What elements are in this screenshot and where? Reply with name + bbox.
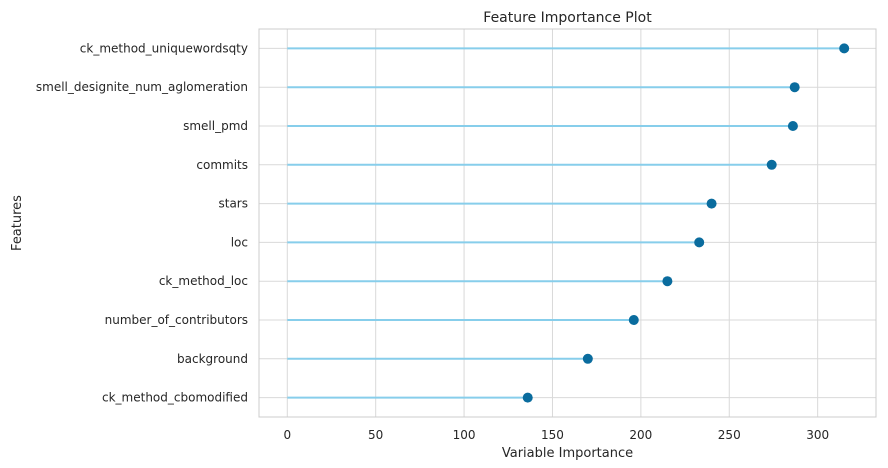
stem-layer	[287, 47, 845, 399]
x-tick-label: 250	[718, 428, 741, 442]
lollipop-marker	[582, 353, 593, 364]
lollipop-marker	[694, 237, 705, 248]
y-axis-title: Features	[10, 195, 25, 251]
x-tick-label: 200	[629, 428, 652, 442]
lollipop-marker	[522, 392, 533, 403]
y-tick-label: smell_pmd	[183, 119, 248, 133]
x-tick-labels: 0 50 100 150 200 250 300	[283, 428, 829, 442]
y-tick-label: stars	[219, 197, 249, 211]
lollipop-marker	[706, 198, 717, 209]
y-tick-label: ck_method_uniquewordsqty	[80, 41, 248, 55]
lollipop-marker	[787, 121, 798, 131]
marker-layer	[522, 43, 850, 403]
lollipop-marker	[839, 43, 850, 54]
x-tick-label: 0	[283, 428, 291, 442]
y-tick-label: ck_method_cbomodified	[102, 391, 248, 405]
lollipop-marker	[628, 315, 639, 325]
y-tick-label: background	[177, 352, 248, 366]
y-tick-labels: ck_method_uniquewordsqty smell_designite_…	[36, 41, 248, 404]
chart-title: Feature Importance Plot	[483, 10, 652, 26]
x-axis-title: Variable Importance	[502, 446, 633, 461]
y-tick-label: loc	[231, 235, 248, 249]
x-tick-label: 300	[806, 428, 829, 442]
plot-frame	[258, 28, 877, 418]
x-tick-label: 150	[541, 428, 564, 442]
lollipop-marker	[766, 159, 777, 170]
y-tick-label: number_of_contributors	[105, 313, 248, 327]
y-tick-label: commits	[196, 158, 248, 172]
y-tick-label: smell_designite_num_aglomeration	[36, 80, 248, 94]
lollipop-marker	[789, 82, 800, 93]
lollipop-marker	[662, 276, 673, 287]
y-tick-label: ck_method_loc	[159, 274, 248, 288]
x-tick-label: 50	[368, 428, 383, 442]
x-tick-label: 100	[453, 428, 476, 442]
